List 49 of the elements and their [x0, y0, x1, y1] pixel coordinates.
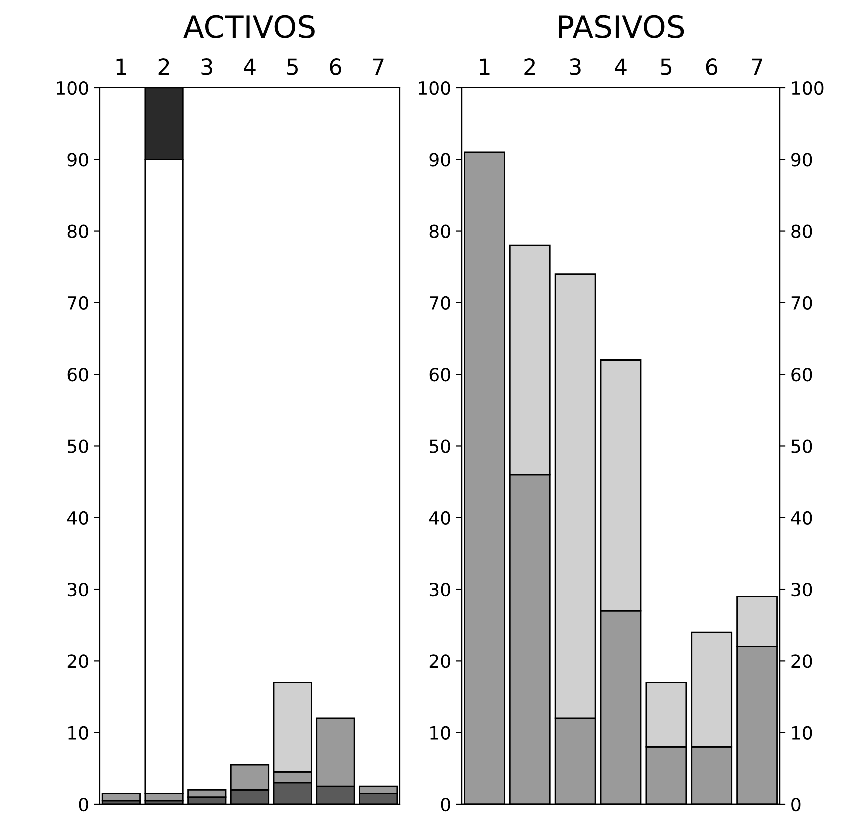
x-tick-label: 6: [706, 58, 718, 76]
x-tick-label: 7: [752, 58, 762, 76]
y-tick-label: 0: [441, 798, 450, 812]
x-tick-label: 2: [524, 58, 535, 76]
x-tick-label: 6: [330, 58, 342, 76]
y-tick-label: 100: [57, 81, 88, 96]
x-tick-label: 1: [480, 58, 490, 76]
y-tick-label: 70: [430, 296, 450, 310]
y-tick-label: 40: [67, 511, 88, 525]
y-tick-label: 100: [419, 81, 450, 96]
y2-tick-label: 50: [792, 440, 812, 454]
y2-tick-label: 80: [792, 224, 812, 238]
y2-tick-label: 40: [791, 511, 812, 525]
y-tick-label: 60: [68, 368, 88, 382]
y-tick-label: 90: [430, 153, 450, 167]
y-tick-label: 20: [68, 654, 88, 668]
y-tick-label: 80: [68, 224, 88, 238]
y-tick-label: 30: [68, 582, 88, 597]
y-tick-label: 20: [430, 654, 450, 668]
y-tick-label: 40: [429, 511, 450, 525]
chart-title: ACTIVOS: [184, 15, 315, 38]
y-tick-label: 10: [68, 726, 88, 740]
y-tick-label: 50: [430, 440, 450, 454]
y2-tick-label: 0: [792, 798, 801, 812]
y-tick-label: 60: [430, 368, 450, 382]
y-tick-label: 70: [68, 296, 88, 310]
x-tick-label: 3: [570, 58, 581, 76]
y-tick-label: 90: [68, 153, 88, 167]
y-tick-label: 30: [430, 582, 450, 597]
x-tick-label: 5: [661, 58, 672, 76]
x-tick-label: 1: [116, 58, 126, 76]
y-tick-label: 0: [79, 798, 88, 812]
y-tick-label: 80: [430, 224, 450, 238]
chart-title: PASIVOS: [559, 15, 684, 38]
x-tick-label: 7: [373, 58, 384, 76]
y2-tick-label: 10: [792, 726, 812, 740]
x-tick-label: 3: [202, 58, 212, 76]
x-tick-label: 5: [288, 58, 298, 76]
y2-tick-label: 20: [792, 654, 812, 668]
x-tick-label: 4: [615, 58, 627, 76]
y2-tick-label: 30: [792, 582, 812, 597]
x-tick-label: 2: [158, 58, 170, 76]
y-tick-label: 50: [68, 440, 88, 454]
y2-tick-label: 90: [792, 153, 812, 167]
y2-tick-label: 100: [792, 81, 824, 96]
y2-tick-label: 60: [792, 368, 812, 382]
x-tick-label: 4: [244, 58, 256, 76]
y-tick-label: 10: [430, 726, 450, 740]
y2-tick-label: 70: [792, 296, 812, 310]
